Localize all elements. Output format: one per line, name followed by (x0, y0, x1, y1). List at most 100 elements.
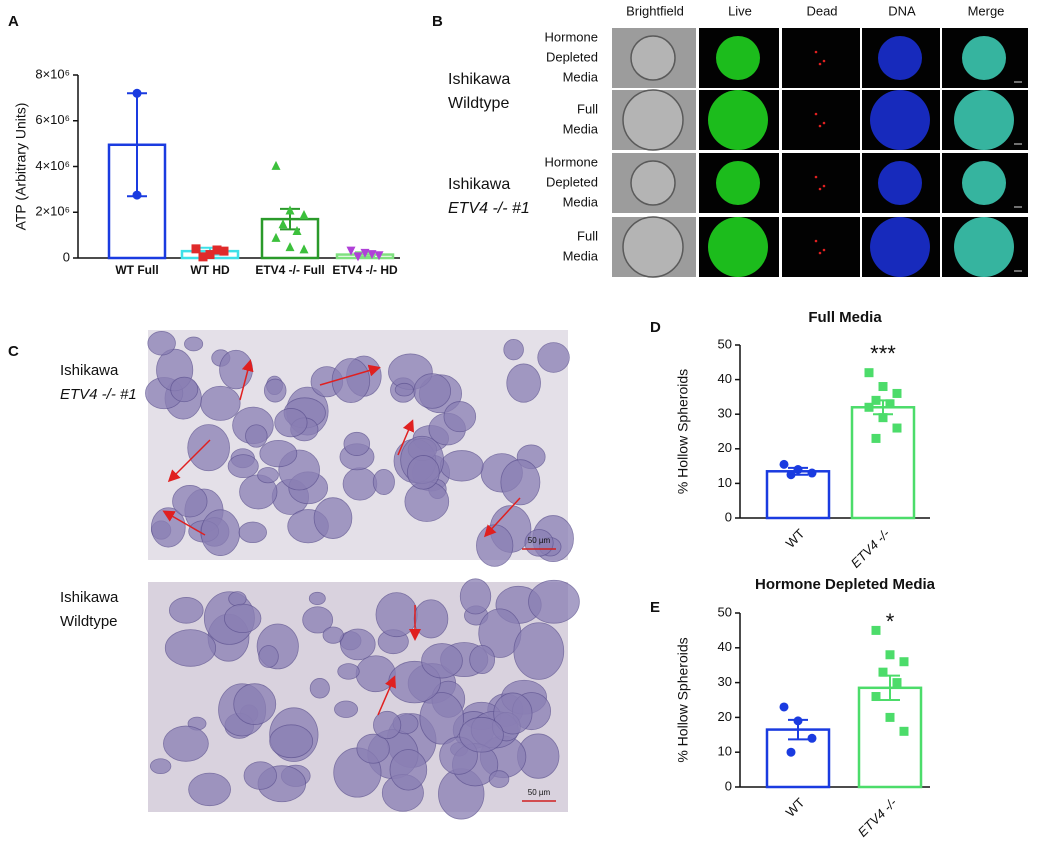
bar (765, 470, 831, 520)
data-point (292, 226, 302, 236)
y-tick-label: 20 (718, 709, 732, 724)
cell-cluster (168, 597, 204, 624)
dead-cell (822, 184, 826, 188)
spheroid (630, 35, 676, 81)
micrograph (782, 90, 860, 150)
group-label: Ishikawa (448, 71, 510, 88)
group-label: Ishikawa (60, 589, 119, 606)
y-tick-label: 40 (718, 639, 732, 654)
y-tick-label: 0 (725, 778, 732, 793)
dead-cell (822, 59, 826, 63)
cell-cluster (245, 424, 268, 448)
cell-cluster (413, 599, 449, 639)
cell-cluster (302, 606, 334, 634)
cell-cluster (308, 591, 326, 605)
spheroid (622, 89, 684, 151)
cell-cluster (200, 385, 241, 421)
cell-cluster (263, 378, 287, 403)
cell-cluster (164, 629, 217, 667)
dead-cell (814, 50, 818, 54)
data-point (360, 248, 370, 258)
cell-cluster (493, 692, 533, 735)
column-header: Merge (968, 3, 1005, 18)
row-label: Depleted (546, 49, 598, 64)
cell-cluster (322, 626, 344, 644)
cell-cluster (200, 509, 241, 556)
x-tick-label: ETV4 -/- Full (255, 263, 324, 277)
y-tick-label: 40 (718, 371, 732, 386)
cell-cluster (163, 725, 209, 762)
data-point (807, 733, 817, 743)
cell-cluster (149, 758, 172, 775)
micrograph (782, 153, 860, 213)
group-label: Ishikawa (60, 362, 119, 379)
row-label: Full (577, 228, 598, 243)
bar (857, 686, 923, 789)
spheroid (962, 161, 1006, 205)
y-tick-label: 6×10⁶ (35, 112, 70, 127)
data-point (892, 423, 902, 433)
data-point (864, 402, 874, 412)
dead-cell (822, 248, 826, 252)
bar (850, 406, 916, 520)
y-axis-label: ATP (Arbitrary Units) (13, 103, 29, 231)
y-tick-label: 50 (718, 604, 732, 619)
dead-cell (818, 62, 822, 66)
column-header: Live (728, 3, 752, 18)
data-point (864, 368, 874, 378)
data-point (786, 747, 796, 757)
spheroid (708, 217, 768, 277)
data-point (899, 657, 909, 667)
column-header: DNA (888, 3, 916, 18)
data-point (285, 242, 295, 252)
data-point (191, 244, 201, 254)
arrow (319, 364, 381, 386)
group-label: ETV4 -/- #1 (60, 386, 137, 403)
spheroid (870, 217, 930, 277)
data-point (786, 470, 796, 480)
cell-cluster (459, 578, 492, 615)
group-label: ETV4 -/- #1 (448, 200, 530, 217)
y-tick-label: 20 (718, 440, 732, 455)
arrow (239, 359, 254, 401)
cell-cluster (506, 363, 541, 403)
spheroid (954, 90, 1014, 150)
significance: *** (870, 341, 896, 366)
chart-title: Full Media (808, 309, 882, 326)
cell-cluster (147, 331, 176, 356)
cell-cluster (373, 710, 402, 740)
cell-cluster (459, 716, 504, 753)
row-label: Hormone (545, 154, 598, 169)
arrow (397, 419, 415, 456)
cell-cluster (503, 338, 524, 361)
dead-cell (814, 112, 818, 116)
data-point (205, 250, 215, 260)
y-tick-label: 50 (718, 336, 732, 351)
cell-cluster (372, 468, 395, 495)
data-point (871, 625, 881, 635)
row-label: Media (563, 248, 599, 263)
cell-cluster (227, 454, 259, 479)
cell-cluster (389, 749, 428, 791)
data-point (219, 246, 229, 256)
group-label: Wildtype (60, 613, 118, 630)
data-point (885, 650, 895, 660)
y-tick-label: 10 (718, 744, 732, 759)
micrograph (782, 217, 860, 277)
cell-cluster (439, 450, 484, 482)
dead-cell (822, 121, 826, 125)
cell-cluster (421, 643, 463, 679)
cell-cluster (188, 772, 231, 807)
spheroid (962, 36, 1006, 80)
data-point (871, 395, 881, 405)
y-tick-label: 0 (63, 249, 70, 264)
data-point (346, 246, 356, 256)
spheroid (622, 216, 684, 278)
row-label: Full (577, 101, 598, 116)
cell-cluster (313, 497, 353, 539)
panel-label: C (8, 343, 19, 360)
cell-cluster (172, 485, 208, 518)
y-tick-label: 2×10⁶ (35, 204, 70, 219)
data-point (885, 712, 895, 722)
